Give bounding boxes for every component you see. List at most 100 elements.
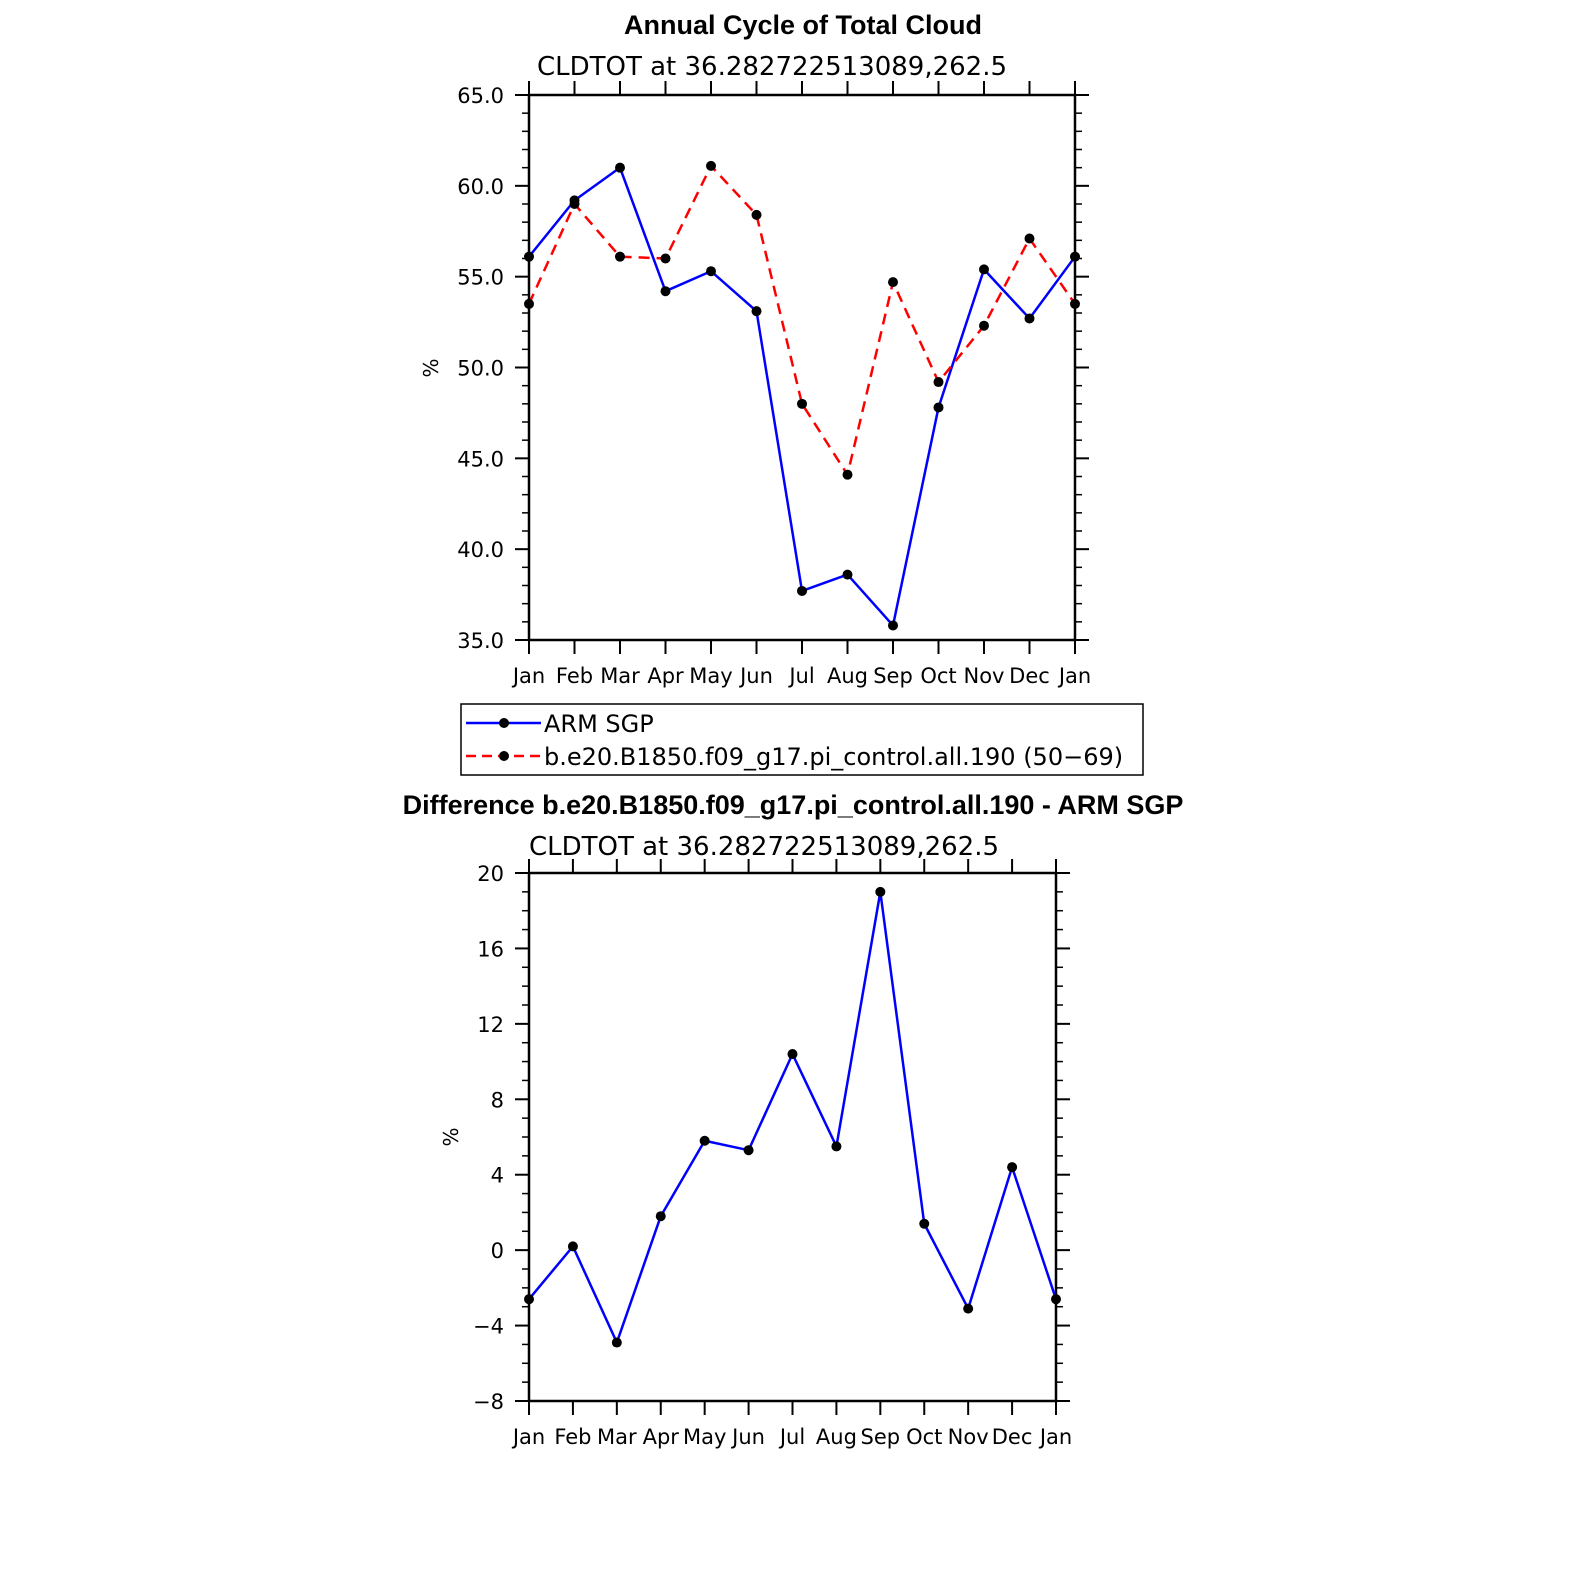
chart1-series-1-point	[842, 469, 853, 480]
chart2-ytick-label: 0	[491, 1239, 504, 1263]
legend-label-model: b.e20.B1850.f09_g17.pi_control.all.190 (…	[544, 743, 1123, 771]
chart1-legend: ARM SGP b.e20.B1850.f09_g17.pi_control.a…	[460, 703, 1144, 776]
chart2-xtick-label: May	[683, 1425, 726, 1449]
chart1-series-0-point	[615, 162, 625, 173]
legend-marker-arm-sgp	[499, 718, 509, 728]
chart1-ytick-label: 35.0	[457, 629, 504, 653]
legend-marker-model	[499, 751, 509, 761]
chart1-series-1-point	[660, 253, 671, 264]
chart1-xtick-label: Jul	[787, 664, 814, 688]
chart2-series-0-point	[567, 1241, 578, 1252]
chart2-xtick-label: Nov	[948, 1425, 989, 1449]
chart1-xtick-label: Feb	[556, 664, 593, 688]
chart2-axes: −8 −4 0 4 8 12 16 20 Jan Feb Mar Apr May Jun Jul Aug Sep…	[473, 859, 1072, 1449]
chart1-series-0-point	[888, 620, 898, 631]
chart2-ytick-label: 8	[491, 1088, 504, 1112]
chart2-xtick-label: Mar	[597, 1425, 637, 1449]
chart1-axes: 35.0 40.0 45.0 50.0 55.0 60.0 65.0 Jan Feb Mar Apr…	[457, 81, 1091, 688]
chart2-title: Difference b.e20.B1850.f09_g17.pi_contro…	[403, 790, 1184, 820]
chart2-series-0-point	[963, 1303, 974, 1314]
chart2-series-0-point	[524, 1294, 534, 1305]
chart1-series	[524, 160, 1080, 631]
chart1-series-0-point	[842, 569, 853, 580]
chart-difference: Difference b.e20.B1850.f09_g17.pi_contro…	[403, 790, 1184, 1449]
chart1-series-0-point	[797, 585, 807, 596]
chart1-series-1-point	[933, 377, 944, 388]
chart1-series-1-point	[615, 251, 625, 262]
chart1-xtick-label: Dec	[1009, 664, 1050, 688]
chart2-series-0-point	[655, 1211, 666, 1222]
chart1-series-line-1	[527, 164, 1077, 476]
legend-box	[460, 703, 1144, 776]
chart1-series-0-point	[660, 286, 671, 297]
chart1-series-1-point	[979, 320, 989, 331]
chart1-ytick-label: 40.0	[457, 538, 504, 562]
chart2-ytick-label: 16	[477, 937, 504, 961]
chart1-xtick-label: Sep	[873, 664, 913, 688]
chart2-series-0-point	[611, 1337, 622, 1348]
chart2-series-0-point	[1051, 1294, 1061, 1305]
chart2-ylabel: %	[439, 1127, 463, 1146]
chart2-series-0-point	[787, 1049, 798, 1060]
chart1-xtick-label: Oct	[920, 664, 956, 688]
chart2-series-line-0	[528, 890, 1058, 1344]
chart2-subtitle: CLDTOT at 36.282722513089,262.5	[529, 832, 999, 862]
chart1-xtick-label: Apr	[647, 664, 684, 688]
chart1-title: Annual Cycle of Total Cloud	[624, 10, 982, 40]
chart2-series-0-point	[743, 1145, 754, 1156]
chart2-ytick-label: 12	[477, 1013, 504, 1037]
chart2-ytick-label: 20	[477, 862, 504, 886]
chart1-series-0-point	[979, 264, 989, 275]
chart2-xtick-label: Feb	[554, 1425, 591, 1449]
chart2-xtick-label: Dec	[992, 1425, 1033, 1449]
chart1-ytick-label: 60.0	[457, 175, 504, 199]
chart1-series-0-point	[1070, 251, 1080, 262]
chart2-ytick-label: 4	[491, 1164, 504, 1188]
chart2-xtick-label: Aug	[816, 1425, 857, 1449]
chart2-series	[524, 886, 1061, 1348]
chart1-series-line-0	[528, 166, 1077, 627]
chart1-ylabel: %	[419, 358, 443, 377]
chart2-series-0-point	[919, 1218, 930, 1229]
chart1-xtick-label: Mar	[600, 664, 640, 688]
chart1-series-1-point	[751, 209, 762, 220]
chart1-series-1-point	[797, 398, 807, 409]
chart1-xtick-label: Aug	[827, 664, 868, 688]
chart2-series-0-point	[831, 1141, 842, 1152]
chart1-series-0-point	[524, 251, 534, 262]
chart2-xtick-label: Sep	[861, 1425, 901, 1449]
chart1-subtitle: CLDTOT at 36.282722513089,262.5	[537, 52, 1007, 82]
chart2-series-0-point	[1007, 1162, 1018, 1173]
chart1-series-0-point	[933, 402, 944, 413]
chart2-xtick-label: Jul	[778, 1425, 805, 1449]
chart1-series-0-point	[751, 306, 762, 317]
chart1-ytick-label: 55.0	[457, 266, 504, 290]
chart-annual-cycle: Annual Cycle of Total Cloud CLDTOT at 36…	[419, 10, 1144, 776]
chart2-ytick-label: −4	[473, 1315, 504, 1339]
chart2-xtick-label: Apr	[643, 1425, 680, 1449]
chart2-series-0-point	[875, 886, 886, 897]
chart1-xtick-label: Jan	[1057, 664, 1091, 688]
chart1-series-1-point	[706, 160, 716, 171]
chart1-series-1-point	[1024, 233, 1035, 244]
chart1-ytick-label: 50.0	[457, 357, 504, 381]
chart1-series-1-point	[569, 199, 580, 209]
chart1-series-0-point	[1024, 313, 1035, 324]
chart1-ytick-label: 45.0	[457, 447, 504, 471]
chart2-xtick-label: Jun	[730, 1425, 765, 1449]
chart1-plot-frame	[527, 93, 1077, 642]
chart1-xtick-label: Jan	[511, 664, 545, 688]
chart1-series-1-point	[524, 298, 534, 309]
chart1-xtick-label: May	[689, 664, 732, 688]
chart2-series-0-point	[699, 1135, 710, 1146]
chart1-series-1-point	[1070, 298, 1080, 309]
chart1-xtick-label: Jun	[738, 664, 773, 688]
chart2-xtick-label: Jan	[1038, 1425, 1072, 1449]
chart1-xtick-label: Nov	[964, 664, 1005, 688]
chart2-ytick-label: −8	[473, 1390, 504, 1414]
chart1-series-1-point	[888, 277, 898, 288]
chart1-series-0-point	[706, 266, 716, 277]
chart2-xtick-label: Oct	[906, 1425, 942, 1449]
legend-label-arm-sgp: ARM SGP	[544, 710, 654, 738]
